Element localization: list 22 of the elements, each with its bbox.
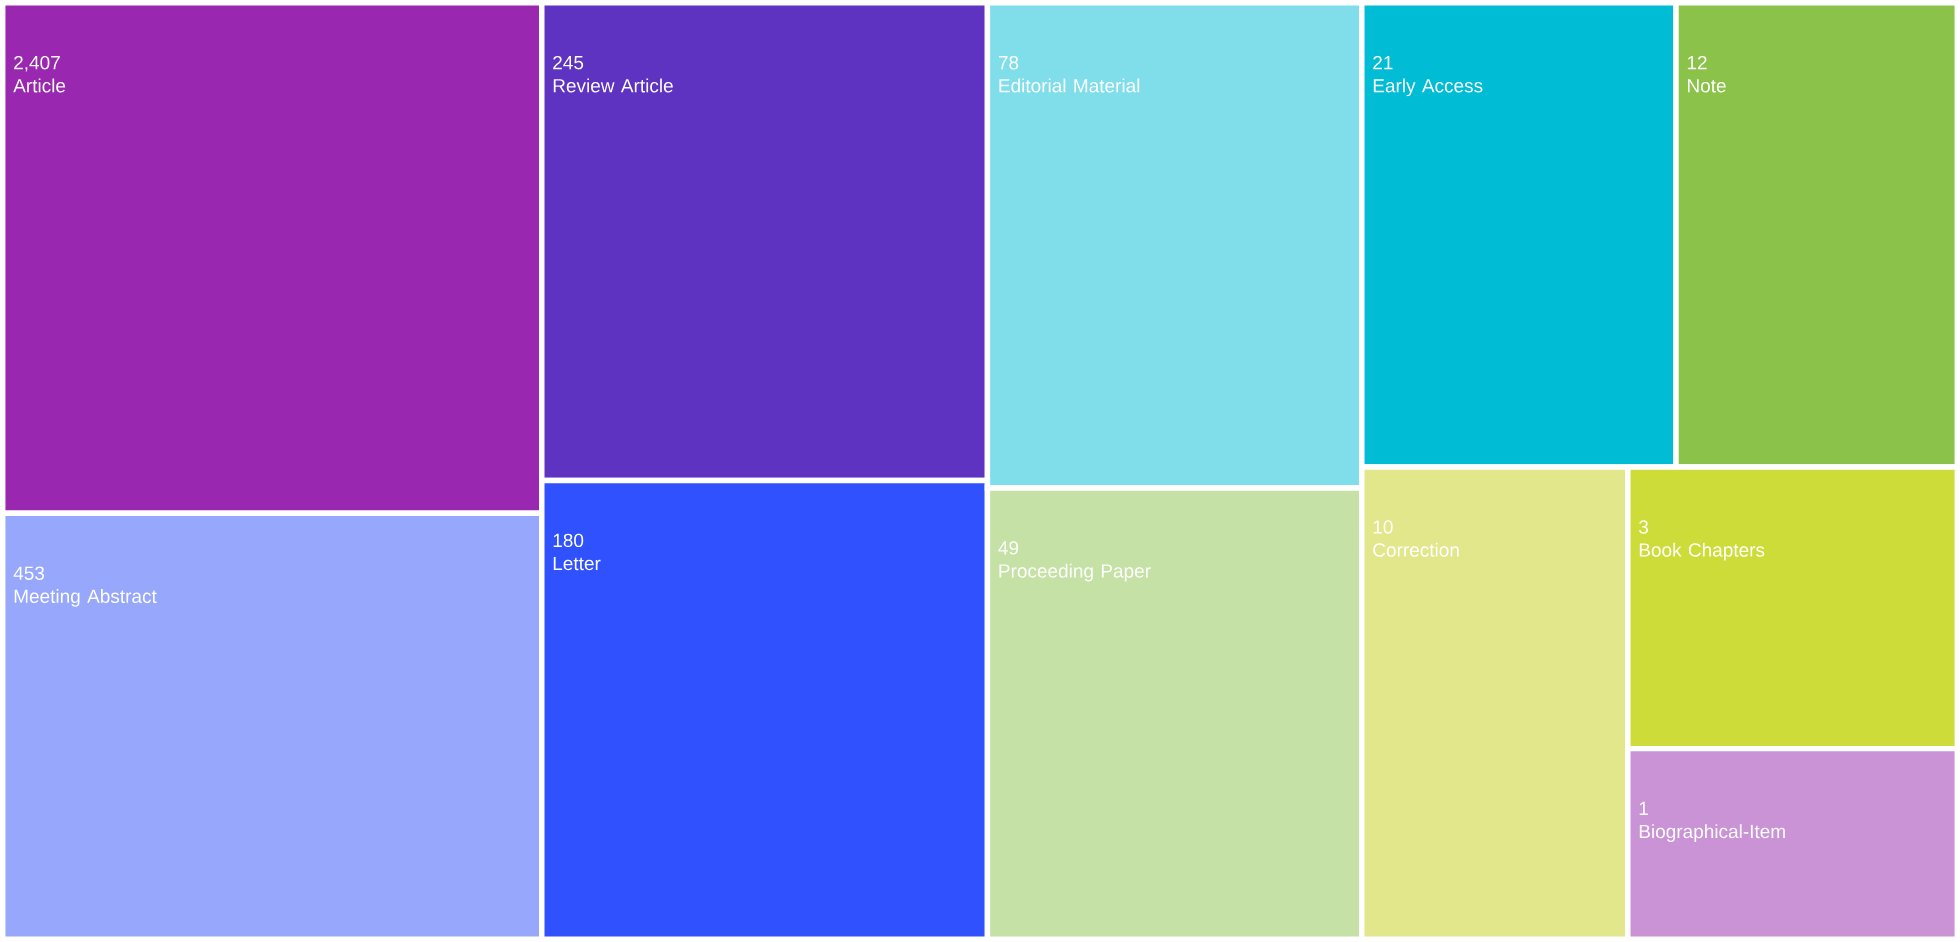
category-label: Correction: [1373, 542, 1459, 557]
data-label: 12: [1687, 55, 1707, 70]
data-label: 245: [553, 55, 584, 70]
data-label: 2,407: [14, 55, 60, 72]
category-label: Biographical-Item: [1639, 824, 1785, 842]
category-label: Book Chapters: [1639, 542, 1765, 561]
data-label: 180: [553, 533, 584, 548]
category-label: Note: [1688, 79, 1726, 93]
data-label: 78: [998, 55, 1019, 70]
data-label: 453: [13, 566, 45, 580]
category-label: Proceeding Paper: [999, 563, 1151, 582]
data-label: 21: [1373, 55, 1393, 70]
category-label: Letter: [553, 556, 601, 571]
data-label: 49: [998, 541, 1019, 555]
category-label: Article: [13, 78, 66, 93]
data-label: 10: [1373, 520, 1393, 534]
data-label: 1: [1639, 801, 1648, 815]
category-label: Editorial Material: [999, 78, 1140, 93]
category-label: Review Article: [553, 78, 673, 93]
data-label: 3: [1639, 520, 1648, 534]
category-label: Meeting Abstract: [14, 589, 157, 607]
category-label: Early Access: [1373, 78, 1483, 97]
